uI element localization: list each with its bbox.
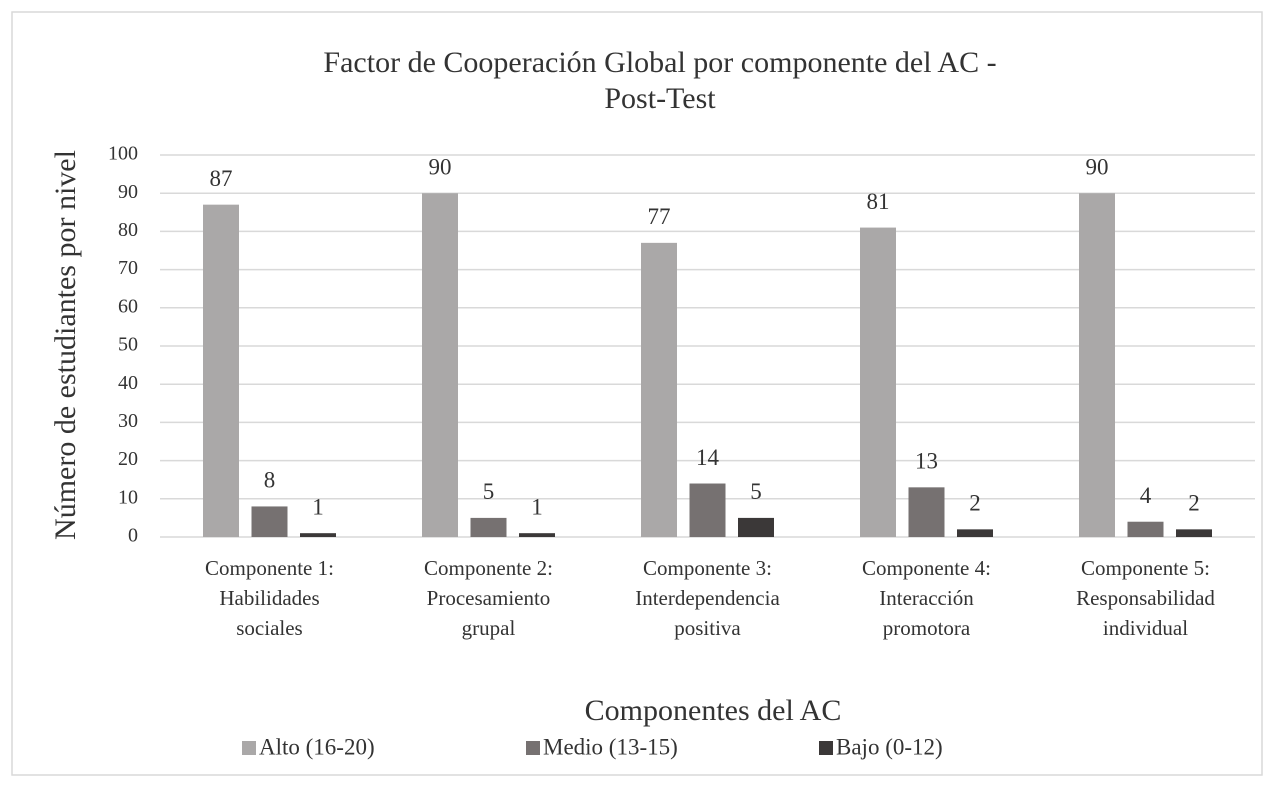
- y-tick-label: 100: [108, 143, 138, 165]
- y-tick-label: 0: [128, 525, 138, 547]
- data-label: 2: [1188, 491, 1200, 516]
- data-label: 87: [210, 166, 233, 191]
- chart-title: Factor de Cooperación Global por compone…: [323, 46, 996, 115]
- data-label: 1: [531, 494, 543, 519]
- bar: [203, 204, 239, 537]
- data-label: 2: [969, 491, 981, 516]
- bar: [1079, 193, 1115, 537]
- legend-swatch: [242, 741, 256, 755]
- y-tick-label: 30: [118, 410, 138, 432]
- bar: [957, 529, 993, 537]
- data-label: 90: [1086, 154, 1109, 179]
- y-tick-label: 50: [118, 334, 138, 356]
- data-label: 5: [750, 479, 762, 504]
- y-axis-label: Número de estudiantes por nivel: [49, 150, 82, 540]
- legend-label: Bajo (0-12): [836, 734, 943, 759]
- y-tick-label: 60: [118, 295, 138, 317]
- x-tick-label: Componente 4: Interacción promotora: [862, 556, 991, 640]
- bar: [519, 533, 555, 537]
- x-axis-label: Componentes del AC: [585, 694, 842, 727]
- x-tick-label: Componente 3: Interdependencia positiva: [635, 556, 780, 640]
- data-label: 4: [1140, 483, 1152, 508]
- y-tick-label: 80: [118, 219, 138, 241]
- data-label: 90: [429, 154, 452, 179]
- bar: [300, 533, 336, 537]
- bar: [251, 506, 288, 537]
- y-tick-label: 20: [118, 448, 138, 470]
- data-label: 8: [264, 468, 276, 493]
- chart-border: [11, 11, 1263, 776]
- y-tick-label: 90: [118, 181, 138, 203]
- bar: [1176, 529, 1212, 537]
- data-label: 5: [483, 479, 495, 504]
- x-tick-label: Componente 5: Responsabilidad individual: [1076, 556, 1215, 640]
- legend-label: Alto (16-20): [259, 734, 375, 759]
- y-tick-label: 10: [118, 486, 138, 508]
- legend-swatch: [819, 741, 833, 755]
- data-label: 81: [867, 189, 890, 214]
- data-label: 77: [648, 204, 671, 229]
- data-label: 13: [915, 449, 938, 474]
- data-label: 1: [312, 494, 324, 519]
- bar: [422, 193, 458, 537]
- bar: [908, 487, 945, 537]
- legend-swatch: [526, 741, 540, 755]
- x-tick-label: Componente 2: Procesamiento grupal: [424, 556, 553, 640]
- data-label: 14: [696, 445, 720, 470]
- legend-label: Medio (13-15): [543, 734, 678, 759]
- bar: [738, 517, 774, 537]
- x-tick-label: Componente 1: Habilidades sociales: [205, 556, 334, 640]
- bar: [1127, 521, 1164, 537]
- bar: [470, 517, 507, 537]
- bar: [689, 483, 726, 537]
- bar: [860, 227, 896, 537]
- y-tick-label: 40: [118, 372, 138, 394]
- y-tick-label: 70: [118, 257, 138, 279]
- bar: [641, 242, 677, 538]
